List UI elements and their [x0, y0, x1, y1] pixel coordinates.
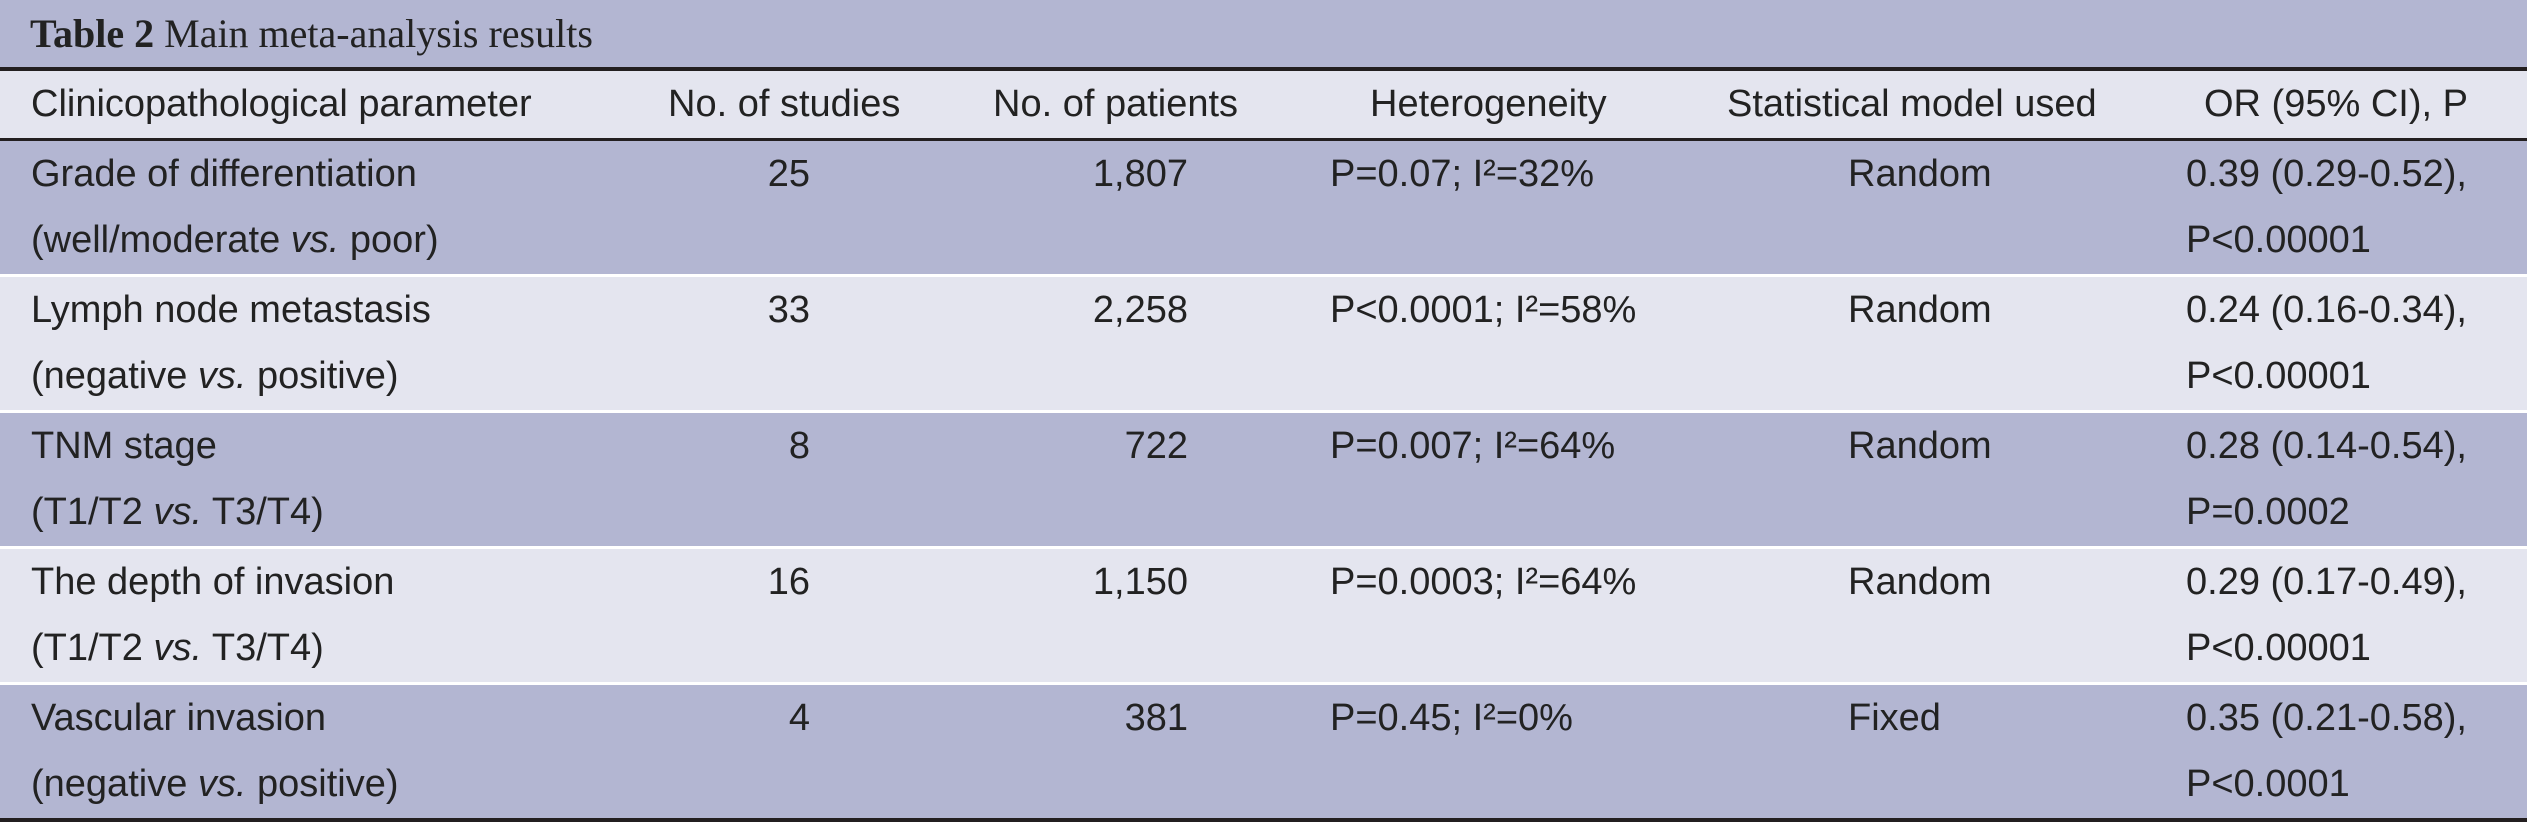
table-row: Grade of differentiation (well/moderate …	[0, 141, 2527, 274]
header-param: Clinicopathological parameter	[31, 83, 532, 125]
header-rule	[0, 138, 2527, 141]
row-separator	[0, 682, 2527, 685]
row-separator	[0, 410, 2527, 413]
p-cell: P<0.00001	[2186, 627, 2371, 669]
p-cell: P=0.0002	[2186, 491, 2350, 533]
param-subcell: (T1/T2 vs. T3/T4)	[31, 491, 324, 533]
or-cell: 0.29 (0.17-0.49),	[2186, 561, 2467, 603]
or-cell: 0.39 (0.29-0.52),	[2186, 153, 2467, 195]
table-header-row: Clinicopathological parameter No. of stu…	[0, 71, 2527, 138]
studies-cell: 4	[788, 697, 810, 739]
studies-cell: 8	[788, 425, 810, 467]
p-cell: P<0.00001	[2186, 355, 2371, 397]
param-subcell: (negative vs. positive)	[31, 355, 399, 397]
table-row: The depth of invasion (T1/T2 vs. T3/T4) …	[0, 549, 2527, 682]
header-model: Statistical model used	[1727, 83, 2097, 125]
heterogeneity-cell: P=0.0003; I²=64%	[1330, 561, 1637, 603]
param-subcell: (well/moderate vs. poor)	[31, 219, 439, 261]
header-studies: No. of studies	[668, 83, 901, 125]
table-row: TNM stage (T1/T2 vs. T3/T4) 8 722 P=0.00…	[0, 413, 2527, 546]
table-title: Main meta-analysis results	[164, 11, 593, 56]
studies-cell: 33	[767, 289, 810, 331]
patients-cell: 1,807	[1092, 153, 1188, 195]
p-cell: P<0.0001	[2186, 763, 2350, 805]
bottom-rule	[0, 818, 2527, 822]
table-row: Lymph node metastasis (negative vs. posi…	[0, 277, 2527, 410]
studies-cell: 25	[767, 153, 810, 195]
top-rule	[0, 67, 2527, 71]
p-cell: P<0.00001	[2186, 219, 2371, 261]
model-cell: Random	[1848, 153, 1992, 195]
row-separator	[0, 274, 2527, 277]
patients-cell: 2,258	[1092, 289, 1188, 331]
model-cell: Fixed	[1848, 697, 1941, 739]
header-or: OR (95% CI), P	[2204, 83, 2468, 125]
or-cell: 0.35 (0.21-0.58),	[2186, 697, 2467, 739]
or-cell: 0.24 (0.16-0.34),	[2186, 289, 2467, 331]
model-cell: Random	[1848, 425, 1992, 467]
param-cell: Grade of differentiation	[31, 153, 417, 195]
heterogeneity-cell: P=0.45; I²=0%	[1330, 697, 1573, 739]
heterogeneity-cell: P=0.007; I²=64%	[1330, 425, 1616, 467]
patients-cell: 722	[1124, 425, 1188, 467]
param-cell: Vascular invasion	[31, 697, 327, 739]
table-row: Vascular invasion (negative vs. positive…	[0, 685, 2527, 818]
param-cell: The depth of invasion	[31, 561, 395, 603]
patients-cell: 1,150	[1092, 561, 1188, 603]
table-caption: Table 2 Main meta-analysis results	[30, 6, 593, 62]
model-cell: Random	[1848, 289, 1992, 331]
param-subcell: (T1/T2 vs. T3/T4)	[31, 627, 324, 669]
studies-cell: 16	[767, 561, 810, 603]
heterogeneity-cell: P=0.07; I²=32%	[1330, 153, 1595, 195]
heterogeneity-cell: P<0.0001; I²=58%	[1330, 289, 1637, 331]
param-cell: Lymph node metastasis	[31, 289, 431, 331]
param-cell: TNM stage	[31, 425, 217, 467]
table-label: Table 2	[30, 11, 155, 56]
or-cell: 0.28 (0.14-0.54),	[2186, 425, 2467, 467]
model-cell: Random	[1848, 561, 1992, 603]
header-patients: No. of patients	[993, 83, 1239, 125]
row-separator	[0, 546, 2527, 549]
header-heterogeneity: Heterogeneity	[1370, 83, 1607, 125]
patients-cell: 381	[1124, 697, 1188, 739]
param-subcell: (negative vs. positive)	[31, 763, 399, 805]
